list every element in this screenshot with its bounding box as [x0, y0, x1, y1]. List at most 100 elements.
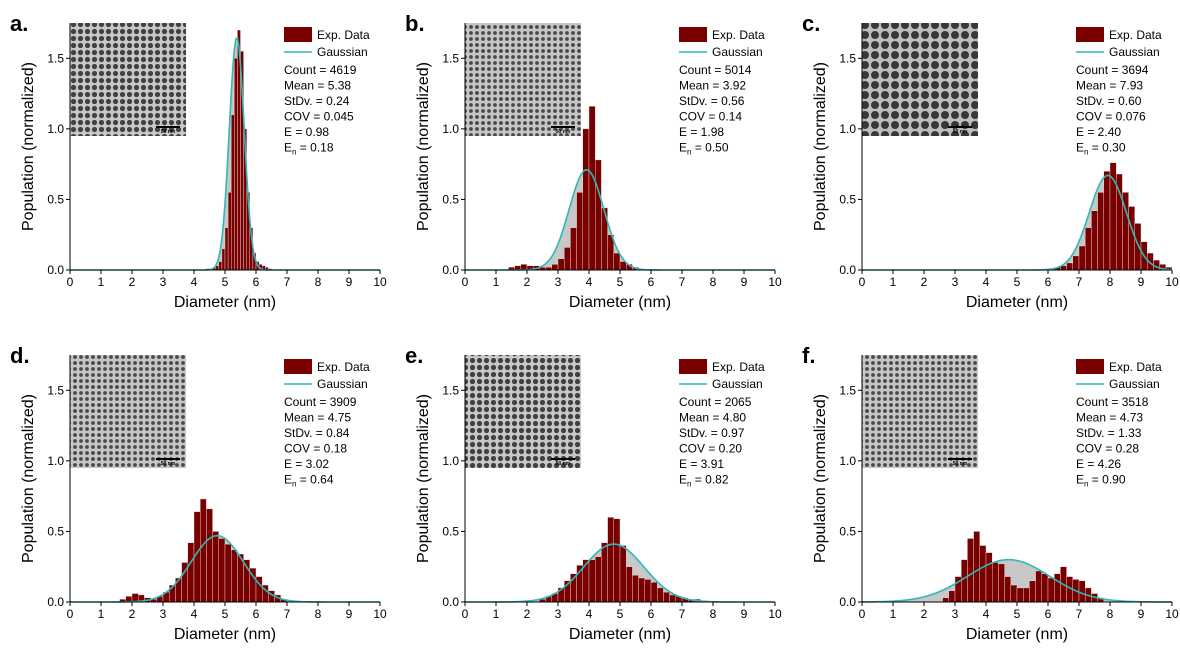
- histogram-bar: [1134, 223, 1142, 271]
- stat-stdv: StDv. = 0.97: [679, 426, 745, 440]
- histogram-bar: [638, 577, 645, 603]
- stat-stdv: StDv. = 0.84: [284, 426, 350, 440]
- tem-inset-image: 50 nm: [862, 23, 978, 136]
- y-tick-label: 1.5: [442, 383, 459, 397]
- x-tick-label: 0: [859, 607, 866, 621]
- histogram-bar: [588, 559, 596, 603]
- y-axis-label: Population (normalized): [812, 394, 829, 563]
- panel-a: 50 nm 0 1 2 3 4 5 6 7 8 9 10 0.0 0.5 1.0 1.5 Diameter (n…: [10, 11, 387, 311]
- stat-count: Count = 3909: [284, 395, 357, 409]
- y-tick-label: 1.5: [47, 383, 64, 397]
- histogram-bar: [644, 579, 652, 603]
- x-tick-label: 2: [129, 607, 136, 621]
- stat-en: En = 0.30: [1076, 141, 1126, 157]
- tem-inset-particles: [70, 23, 186, 136]
- scale-bar-label: 50 nm: [556, 461, 571, 467]
- x-tick-label: 8: [710, 607, 717, 621]
- legend-swatch-exp: [679, 359, 707, 374]
- legend-label-gaussian: Gaussian: [712, 45, 763, 59]
- histogram-bar: [967, 538, 974, 603]
- x-tick-label: 2: [524, 607, 531, 621]
- histogram-bar: [570, 227, 577, 271]
- histogram-bar: [613, 252, 621, 271]
- y-tick-label: 0.5: [839, 524, 856, 538]
- stat-e: E = 3.91: [679, 457, 724, 471]
- x-tick-label: 7: [679, 607, 686, 621]
- x-tick-label: 7: [1076, 275, 1083, 289]
- gaussian-curve: [465, 169, 775, 271]
- x-tick-label: 5: [1014, 607, 1021, 621]
- panel-label: d.: [10, 343, 30, 368]
- stat-cov: COV = 0.28: [1076, 442, 1139, 456]
- histogram-bar: [632, 574, 639, 603]
- y-tick-label: 1.0: [442, 454, 459, 468]
- x-tick-label: 6: [648, 607, 655, 621]
- panel-label: e.: [405, 343, 423, 368]
- panel-label: f.: [802, 343, 815, 368]
- x-tick-label: 10: [1165, 275, 1179, 289]
- stat-en: En = 0.82: [679, 473, 729, 489]
- x-tick-label: 5: [617, 275, 624, 289]
- x-axis-label: Diameter (nm): [174, 294, 276, 311]
- histogram-bar: [224, 227, 229, 271]
- tem-inset-particles: [70, 355, 186, 468]
- stat-en-value: = 0.18: [296, 141, 333, 155]
- tem-inset-particles: [862, 23, 978, 136]
- panel-c: 50 nm 0 1 2 3 4 5 6 7 8 9 10 0.0 0.5 1.0 1.5 Diameter (n…: [802, 11, 1179, 311]
- histogram-bar: [595, 556, 602, 603]
- stat-en: En = 0.90: [1076, 473, 1126, 489]
- x-tick-label: 9: [346, 607, 353, 621]
- y-axis-label: Population (normalized): [415, 62, 432, 231]
- stat-mean: Mean = 7.93: [1076, 79, 1143, 93]
- x-tick-label: 9: [1138, 607, 1145, 621]
- tem-inset-particles: [465, 355, 581, 468]
- histogram-bar: [669, 594, 676, 603]
- x-tick-label: 4: [983, 607, 990, 621]
- stat-cov: COV = 0.14: [679, 110, 742, 124]
- histogram-bar: [1097, 192, 1104, 271]
- y-tick-label: 1.0: [442, 122, 459, 136]
- y-tick-label: 0.0: [47, 263, 64, 277]
- tem-inset-image: 50 nm: [465, 355, 581, 468]
- histogram-bar: [595, 159, 602, 271]
- x-tick-label: 2: [524, 275, 531, 289]
- histogram-bar: [582, 128, 590, 271]
- stat-en-value: = 0.90: [1088, 473, 1125, 487]
- y-axis-label: Population (normalized): [812, 62, 829, 231]
- y-tick-label: 1.0: [47, 122, 64, 136]
- stat-en-sub: n: [687, 148, 691, 157]
- gaussian-area-fill: [862, 559, 1172, 602]
- histogram-bar: [1035, 570, 1042, 603]
- y-tick-label: 0.5: [839, 192, 856, 206]
- histogram-bar: [224, 543, 232, 603]
- x-tick-label: 7: [284, 275, 291, 289]
- panel-label: a.: [10, 11, 28, 36]
- stat-count: Count = 4619: [284, 63, 357, 77]
- histogram-bar: [1010, 584, 1018, 603]
- legend-label-exp: Exp. Data: [317, 360, 370, 374]
- x-tick-label: 6: [253, 275, 260, 289]
- stat-en-sub: n: [292, 480, 296, 489]
- panel-e: 50 nm 0 1 2 3 4 5 6 7 8 9 10 0.0 0.5 1.0 1.5 Diameter (n…: [405, 343, 782, 643]
- y-tick-label: 0.0: [442, 595, 459, 609]
- histogram-bar: [564, 247, 571, 271]
- x-tick-label: 10: [373, 275, 387, 289]
- x-tick-label: 0: [462, 607, 469, 621]
- legend-label-gaussian: Gaussian: [1109, 45, 1160, 59]
- histogram-bar: [1103, 170, 1111, 271]
- x-tick-label: 9: [741, 275, 748, 289]
- histogram-bar: [1072, 255, 1080, 271]
- x-tick-label: 0: [859, 275, 866, 289]
- x-tick-label: 6: [253, 607, 260, 621]
- histogram-bar: [979, 545, 987, 603]
- histogram-bar: [199, 498, 207, 603]
- x-axis-label: Diameter (nm): [174, 626, 276, 643]
- x-tick-label: 10: [1165, 607, 1179, 621]
- x-tick-label: 8: [1107, 275, 1114, 289]
- stat-count: Count = 2065: [679, 395, 752, 409]
- stat-mean: Mean = 4.75: [284, 411, 351, 425]
- x-tick-label: 3: [952, 275, 959, 289]
- x-axis-label: Diameter (nm): [569, 626, 671, 643]
- tem-inset-image: 50 nm: [70, 355, 186, 468]
